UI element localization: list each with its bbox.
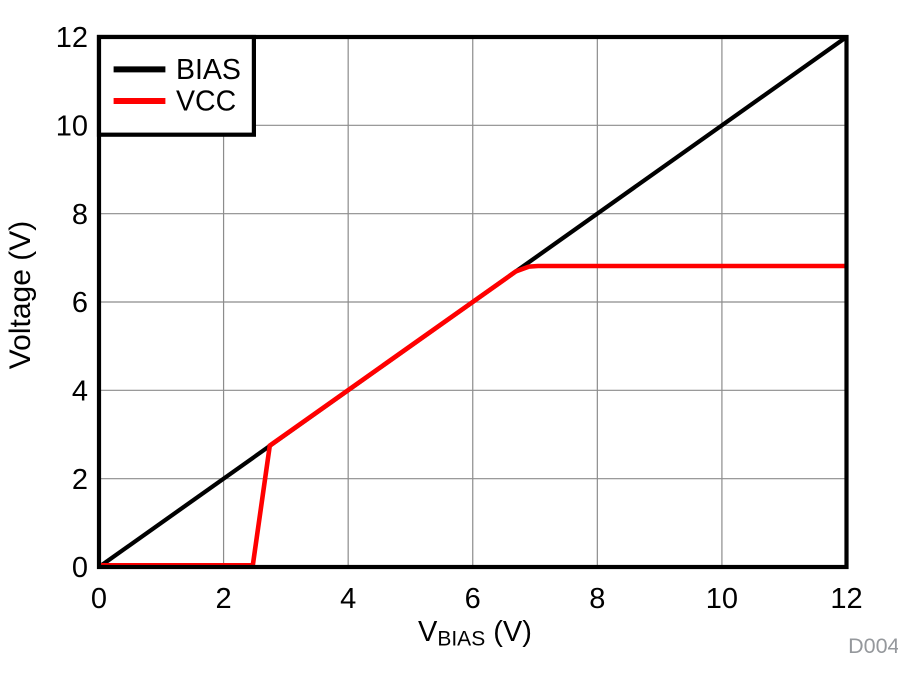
svg-text:0: 0 — [72, 552, 88, 584]
svg-text:4: 4 — [340, 583, 356, 615]
svg-text:2: 2 — [72, 464, 88, 496]
svg-text:BIAS: BIAS — [176, 54, 241, 86]
svg-text:0: 0 — [91, 583, 107, 615]
svg-text:6: 6 — [465, 583, 481, 615]
svg-text:12: 12 — [830, 583, 862, 615]
svg-text:8: 8 — [589, 583, 605, 615]
svg-text:Voltage (V): Voltage (V) — [4, 221, 37, 369]
svg-text:4: 4 — [72, 376, 88, 408]
svg-text:10: 10 — [56, 111, 88, 143]
svg-text:10: 10 — [706, 583, 738, 615]
svg-text:12: 12 — [56, 22, 88, 54]
svg-text:8: 8 — [72, 199, 88, 231]
svg-text:2: 2 — [216, 583, 232, 615]
svg-text:VCC: VCC — [176, 85, 236, 117]
svg-text:6: 6 — [72, 287, 88, 319]
svg-text:D004: D004 — [848, 634, 898, 658]
